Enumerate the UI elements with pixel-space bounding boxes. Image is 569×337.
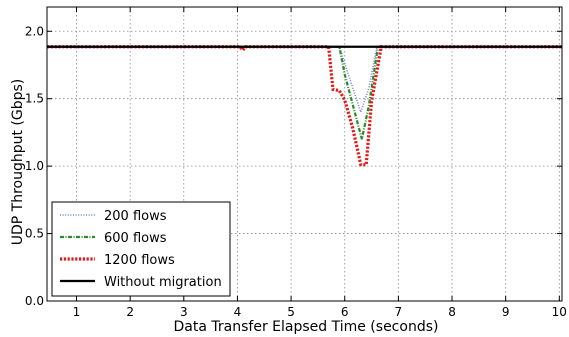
x-tick-label: 1: [73, 305, 81, 319]
y-axis-label: UDP Throughput (Gbps): [10, 79, 26, 246]
x-tick-label: 4: [234, 305, 242, 319]
legend-label-0: 200 flows: [104, 209, 167, 224]
y-tick-label: 0.5: [25, 227, 44, 241]
series-line-2: [47, 45, 562, 167]
x-tick-label: 9: [502, 305, 510, 319]
x-tick-label: 10: [552, 305, 567, 319]
y-tick-label: 0.0: [25, 294, 44, 308]
y-tick-label: 1.5: [25, 92, 44, 106]
y-tick-label: 2.0: [25, 24, 44, 38]
series-line-0: [47, 45, 562, 115]
legend: 200 flows 600 flows 1200 flows Without migr…: [51, 201, 231, 297]
legend-label-1: 600 flows: [104, 231, 167, 246]
x-axis-label: Data Transfer Elapsed Time (seconds): [174, 319, 439, 335]
x-tick-label: 2: [126, 305, 134, 319]
y-tick-label: 1.0: [25, 159, 44, 173]
plot-frame: [46, 6, 563, 302]
series-lines: [47, 45, 562, 167]
x-tick-label: 3: [180, 305, 188, 319]
x-tick-label: 8: [448, 305, 456, 319]
legend-label-2: 1200 flows: [104, 253, 175, 268]
axis-ticks: 1 2 3 4 5 6 7 8 9 10 0.0 0.5 1.0 1.5 2.0: [25, 7, 567, 319]
x-tick-label: 7: [395, 305, 403, 319]
x-tick-label: 6: [341, 305, 349, 319]
series-line-1: [47, 45, 562, 140]
legend-label-3: Without migration: [104, 275, 222, 290]
x-tick-label: 5: [287, 305, 295, 319]
